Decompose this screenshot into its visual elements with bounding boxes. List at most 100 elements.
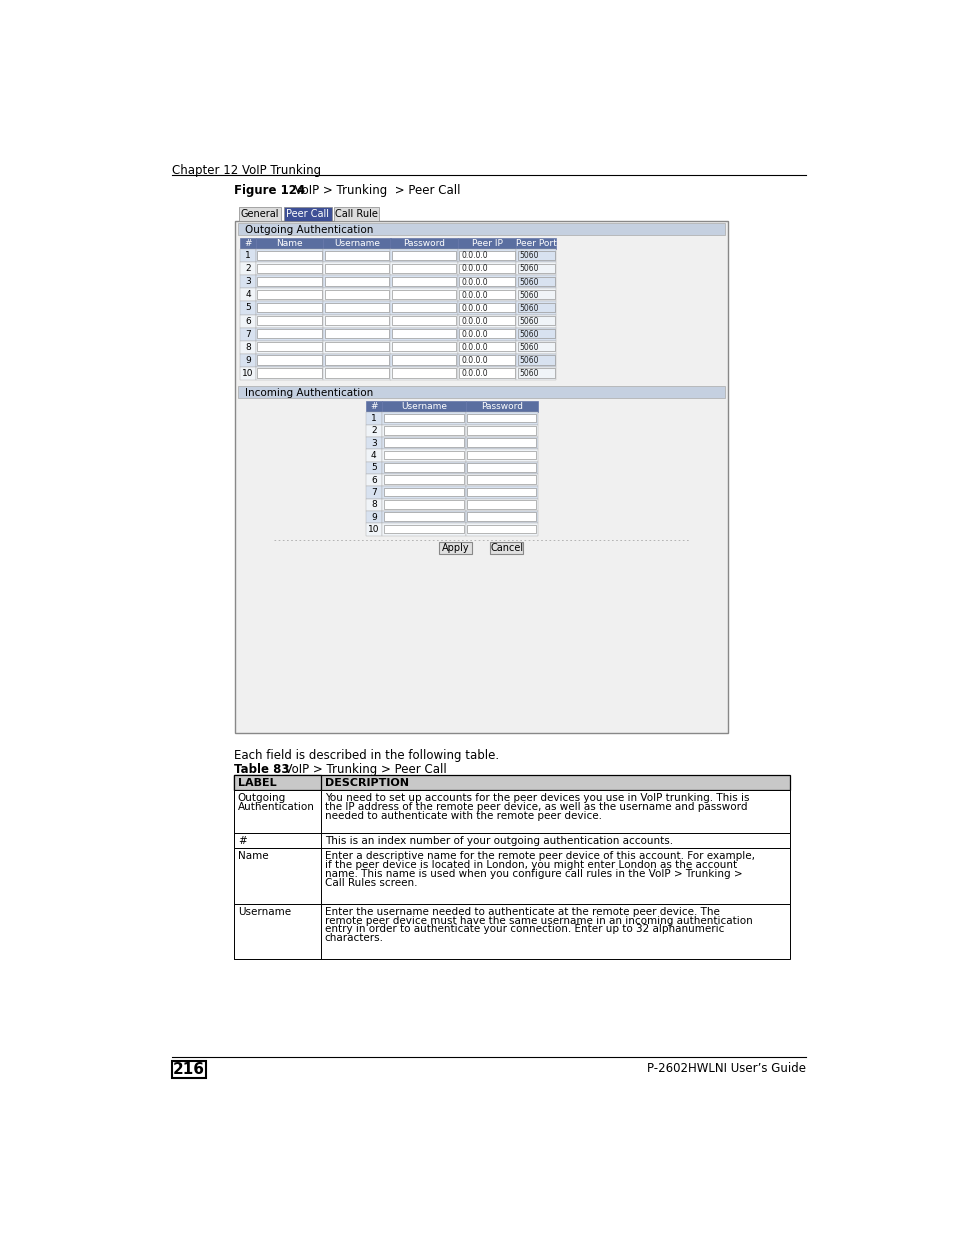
Bar [465,401,537,412]
Bar [457,275,516,288]
Bar [390,341,457,353]
Text: Call Rules screen.: Call Rules screen. [324,878,416,888]
Bar [257,342,321,352]
Bar [459,290,515,299]
Bar [381,412,465,425]
Text: 1: 1 [371,414,376,422]
Bar [516,341,556,353]
Bar [238,207,281,221]
Text: 0.0.0.0: 0.0.0.0 [461,356,488,366]
Bar [257,356,321,364]
Text: 0.0.0.0: 0.0.0.0 [461,278,488,287]
Text: VoIP > Trunking > Peer Call: VoIP > Trunking > Peer Call [276,763,446,776]
Bar [516,288,556,301]
Text: 2: 2 [371,426,376,435]
Text: needed to authenticate with the remote peer device.: needed to authenticate with the remote p… [324,811,601,821]
Bar [365,524,381,536]
Bar [390,249,457,262]
Bar [467,451,536,459]
Text: #: # [244,238,252,248]
Bar [459,342,515,352]
Bar [323,275,390,288]
Bar [255,237,323,249]
Text: Outgoing Authentication: Outgoing Authentication [245,225,373,235]
Bar [255,288,323,301]
Bar [516,327,556,341]
Bar [517,290,555,299]
Bar [490,542,522,555]
Bar [517,342,555,352]
Bar [465,499,537,511]
Text: 0.0.0.0: 0.0.0.0 [461,343,488,352]
Text: P-2602HWLNI User’s Guide: P-2602HWLNI User’s Guide [646,1062,805,1074]
Bar [240,315,255,327]
Bar [392,330,456,338]
Text: 4: 4 [245,290,251,299]
Text: 5060: 5060 [518,343,538,352]
Bar [457,327,516,341]
Bar [465,487,537,499]
Text: Password: Password [480,403,522,411]
Bar [324,264,389,273]
Bar [240,249,255,262]
Bar [457,249,516,262]
Bar [255,353,323,367]
Text: Username: Username [237,906,291,916]
Bar [390,327,457,341]
Bar [459,303,515,312]
Text: 5060: 5060 [518,330,538,338]
Bar [467,488,536,496]
Bar [323,237,390,249]
Bar [365,401,381,412]
Text: Name: Name [237,851,268,861]
Bar [323,249,390,262]
Bar [324,251,389,259]
Bar [383,426,464,435]
Bar [257,303,321,312]
Bar [517,251,555,259]
Text: 5060: 5060 [518,252,538,261]
Bar [517,277,555,287]
Bar [381,487,465,499]
Bar [237,387,724,399]
Text: LABEL: LABEL [237,778,276,788]
Bar [390,275,457,288]
Text: This is an index number of your outgoing authentication accounts.: This is an index number of your outgoing… [324,836,672,846]
Bar [467,475,536,484]
Bar [516,237,556,249]
Bar [465,412,537,425]
Text: Figure 124: Figure 124 [233,184,305,198]
Text: #: # [370,403,377,411]
Text: Peer Port: Peer Port [516,238,556,248]
Bar [381,524,465,536]
Text: 0.0.0.0: 0.0.0.0 [461,264,488,273]
Bar [324,316,389,325]
Bar [457,353,516,367]
Bar [459,251,515,259]
Bar [516,262,556,275]
Bar [392,368,456,378]
Bar [237,222,724,235]
Text: 10: 10 [368,525,379,534]
Bar [459,264,515,273]
Bar [255,301,323,315]
Bar [390,262,457,275]
Bar [365,437,381,450]
Bar [392,290,456,299]
Text: Peer IP: Peer IP [471,238,502,248]
Bar [516,275,556,288]
Text: 3: 3 [245,278,251,287]
Bar [240,301,255,315]
Bar [255,249,323,262]
Bar [465,511,537,524]
Bar [516,315,556,327]
Text: 8: 8 [371,500,376,509]
Bar [457,315,516,327]
Bar [392,356,456,364]
Bar [324,303,389,312]
Bar [323,367,390,380]
Bar [465,425,537,437]
Bar [516,249,556,262]
Bar [257,290,321,299]
Bar [390,315,457,327]
